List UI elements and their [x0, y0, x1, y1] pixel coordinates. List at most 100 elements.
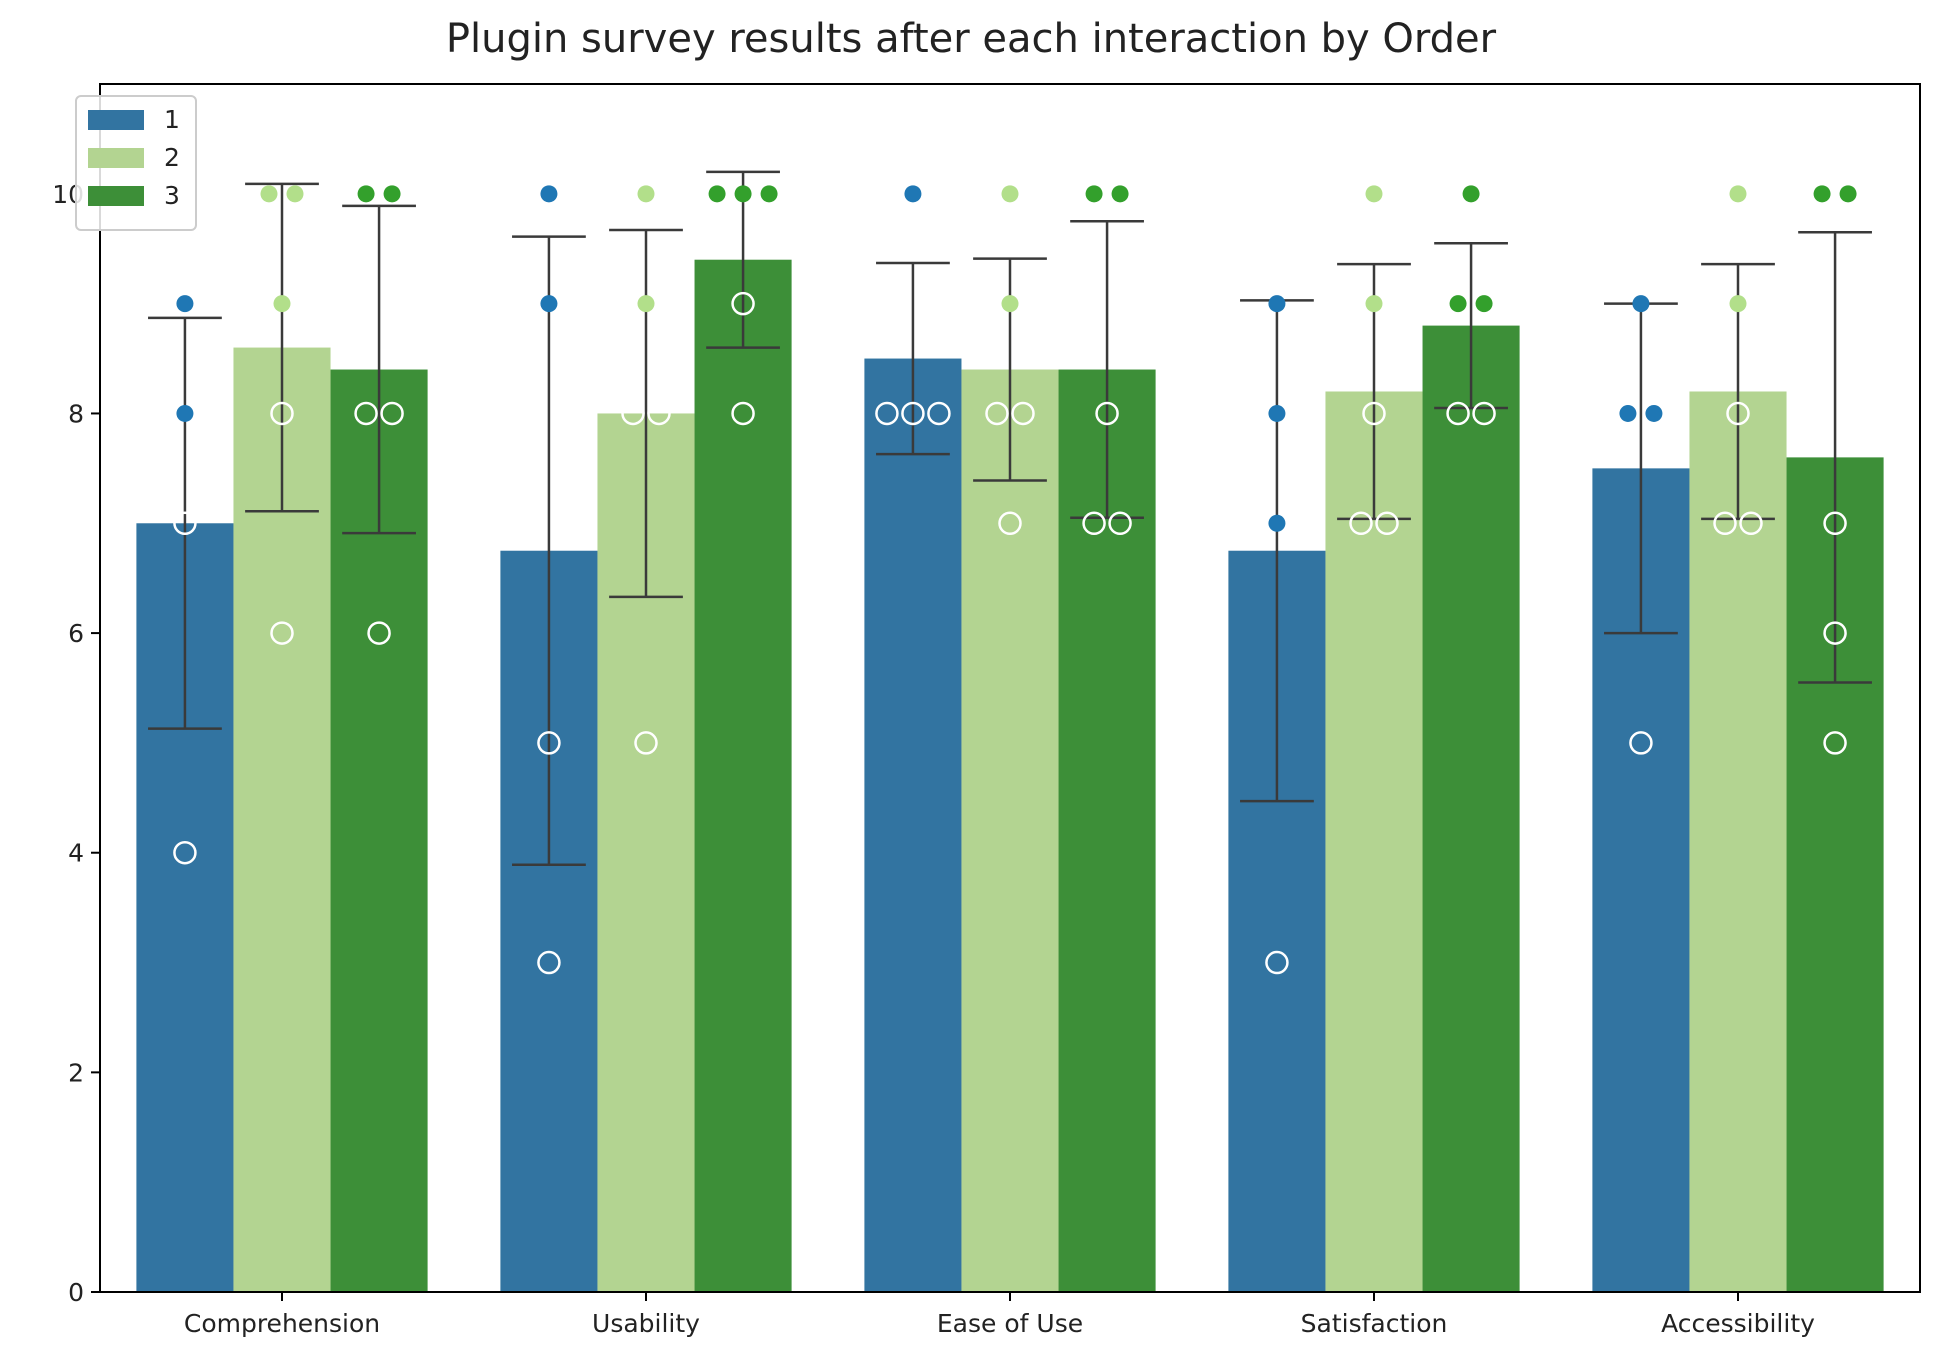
data-point [904, 185, 922, 203]
legend-label: 1 [164, 105, 180, 134]
bar-satisfaction-order-2 [1325, 391, 1423, 1292]
data-point [1362, 401, 1386, 426]
data-point [637, 185, 655, 203]
data-point [1268, 404, 1286, 422]
data-point [637, 295, 655, 313]
data-point [1449, 295, 1467, 313]
data-point [1813, 185, 1831, 203]
data-point [1265, 950, 1289, 975]
data-point [260, 185, 278, 203]
data-point [1823, 731, 1847, 755]
data-point [173, 840, 197, 865]
data-point [380, 401, 404, 426]
bar-usability-order-3 [694, 259, 792, 1292]
y-tick-label: 8 [68, 399, 84, 428]
bar-ease-of-use-order-1 [864, 358, 962, 1293]
data-point [537, 950, 561, 975]
data-point [985, 401, 1009, 426]
data-point [1629, 731, 1653, 755]
legend-swatch [88, 186, 144, 206]
data-point [383, 185, 401, 203]
x-tick-label: Satisfaction [1301, 1309, 1448, 1338]
legend: 1 2 3 [75, 95, 197, 231]
data-point [708, 185, 726, 203]
data-point [1085, 185, 1103, 203]
data-point [540, 295, 558, 313]
data-point [1823, 511, 1847, 536]
data-point [1001, 295, 1019, 313]
data-point [357, 185, 375, 203]
data-point [734, 185, 752, 203]
data-point [1839, 185, 1857, 203]
data-point [1446, 401, 1470, 426]
data-point [1619, 404, 1637, 422]
data-point [621, 401, 645, 426]
data-point [731, 291, 755, 316]
data-point [1739, 511, 1763, 536]
bar-ease-of-use-order-2 [961, 369, 1059, 1292]
data-point [927, 401, 951, 426]
data-point [1349, 511, 1373, 536]
data-point [173, 511, 197, 536]
data-point [1645, 404, 1663, 422]
data-point [760, 185, 778, 203]
data-point [1082, 511, 1106, 536]
data-point [1268, 295, 1286, 313]
data-point [286, 185, 304, 203]
data-point [367, 621, 391, 645]
data-point [1823, 621, 1847, 645]
y-tick-label: 0 [68, 1278, 84, 1307]
points-layer [173, 185, 1857, 975]
bars-layer [136, 259, 1884, 1293]
chart-title: Plugin survey results after each interac… [446, 16, 1497, 62]
data-point [1726, 401, 1750, 426]
y-tick-label: 6 [68, 619, 84, 648]
data-point [634, 731, 658, 755]
legend-label: 2 [164, 143, 180, 172]
data-point [1365, 185, 1383, 203]
legend-swatch [88, 110, 144, 130]
data-point [901, 401, 925, 426]
data-point [647, 401, 671, 426]
data-point [1268, 514, 1286, 532]
legend-label: 3 [164, 181, 180, 210]
bar-accessibility-order-2 [1689, 391, 1787, 1292]
data-point [1001, 185, 1019, 203]
data-point [998, 511, 1022, 536]
data-point [731, 401, 755, 426]
bar-satisfaction-order-3 [1422, 325, 1520, 1293]
data-point [270, 401, 294, 426]
data-point [1011, 401, 1035, 426]
x-tick-label: Accessibility [1661, 1309, 1815, 1338]
error-bars-layer [148, 170, 1872, 867]
data-point [1475, 295, 1493, 313]
data-point [1729, 295, 1747, 313]
data-point [1713, 511, 1737, 536]
data-point [1632, 295, 1650, 313]
data-point [1729, 185, 1747, 203]
data-point [1462, 185, 1480, 203]
y-tick-label: 4 [68, 839, 84, 868]
x-tick-label: Ease of Use [937, 1309, 1083, 1338]
data-point [1111, 185, 1129, 203]
data-point [273, 295, 291, 313]
data-point [270, 621, 294, 645]
data-point [1472, 401, 1496, 426]
data-point [875, 401, 899, 426]
x-tick-label: Comprehension [184, 1309, 380, 1338]
data-point [1365, 295, 1383, 313]
data-point [537, 731, 561, 755]
data-point [354, 401, 378, 426]
x-tick-label: Usability [592, 1309, 700, 1338]
data-point [176, 404, 194, 422]
data-point [1095, 401, 1119, 426]
data-point [176, 295, 194, 313]
x-axis: Comprehension Usability Ease of Use Satisfa… [184, 1292, 1815, 1338]
data-point [1108, 511, 1132, 536]
y-tick-label: 2 [68, 1058, 84, 1087]
bar-ease-of-use-order-3 [1058, 369, 1156, 1292]
data-point [1375, 511, 1399, 536]
